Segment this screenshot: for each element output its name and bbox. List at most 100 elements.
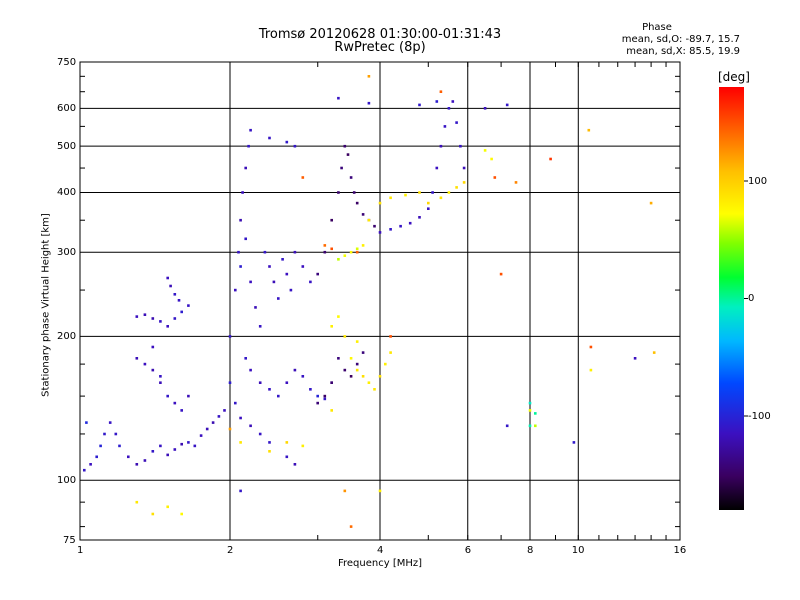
data-point: [85, 421, 88, 424]
data-point: [587, 128, 591, 132]
data-point: [514, 181, 518, 184]
data-point: [83, 468, 86, 472]
data-point: [293, 463, 297, 466]
data-point: [462, 181, 466, 184]
data-point: [447, 107, 451, 110]
data-point: [169, 284, 172, 288]
data-point: [427, 207, 430, 210]
x-tick-label: 16: [673, 544, 687, 556]
data-point: [159, 444, 162, 448]
data-point: [330, 381, 333, 384]
data-point: [355, 247, 359, 251]
data-point: [361, 375, 365, 378]
data-point: [349, 176, 353, 179]
data-point: [135, 315, 139, 318]
data-point: [268, 265, 271, 268]
data-point: [389, 228, 392, 231]
data-point: [151, 317, 155, 320]
data-point: [151, 450, 155, 453]
data-point: [135, 500, 139, 504]
data-point: [89, 463, 92, 466]
x-tick-label: 10: [571, 544, 585, 556]
data-point: [316, 272, 319, 276]
data-point: [289, 288, 293, 292]
data-point: [483, 149, 487, 152]
data-point: [254, 306, 257, 309]
data-point: [285, 272, 289, 276]
data-point: [378, 201, 382, 205]
x-tick-label: 6: [464, 544, 472, 556]
data-point: [483, 107, 487, 110]
data-point: [439, 196, 443, 200]
data-point: [193, 444, 197, 448]
data-point: [272, 280, 276, 284]
data-point: [187, 441, 190, 444]
y-tick-label: 75: [63, 534, 76, 546]
data-point: [159, 381, 162, 384]
data-point: [258, 432, 262, 436]
data-point: [301, 176, 305, 179]
data-point: [301, 375, 305, 378]
data-point: [244, 166, 247, 170]
data-point: [166, 453, 169, 457]
x-tick-label: 4: [377, 544, 384, 556]
data-point: [223, 409, 226, 412]
data-point: [285, 455, 289, 459]
data-point: [499, 272, 503, 276]
phase-stats-o: mean, sd,O: -89.7, 15.7: [621, 34, 740, 45]
data-point: [367, 101, 371, 105]
data-point: [135, 463, 139, 466]
data-point: [316, 401, 319, 405]
data-point: [346, 153, 350, 156]
data-point: [534, 412, 537, 415]
gridlines: [80, 62, 680, 540]
data-point: [316, 394, 319, 398]
data-point: [389, 335, 392, 338]
data-point: [367, 381, 371, 384]
data-point: [187, 304, 190, 307]
data-point: [330, 409, 333, 412]
data-point: [349, 357, 353, 360]
data-point: [228, 381, 232, 384]
data-point: [268, 450, 271, 453]
data-point: [99, 444, 102, 448]
data-point: [143, 313, 147, 316]
data-point: [95, 455, 98, 459]
data-point: [349, 525, 353, 528]
x-axis-label: Frequency [MHz]: [337, 558, 423, 569]
data-point: [293, 144, 297, 148]
x-tick-label: 8: [527, 544, 534, 556]
data-point: [337, 315, 340, 318]
data-point: [330, 325, 333, 328]
data-point: [447, 191, 451, 194]
data-point: [435, 100, 439, 103]
data-point: [135, 357, 139, 360]
data-point: [361, 351, 365, 354]
data-point: [228, 335, 232, 338]
data-point: [349, 375, 353, 378]
data-point: [408, 221, 412, 225]
data-point: [281, 258, 284, 261]
data-point: [323, 250, 327, 254]
data-point: [323, 244, 327, 247]
data-point: [249, 368, 252, 372]
data-point: [528, 424, 532, 428]
data-point: [234, 288, 237, 292]
data-point: [455, 186, 458, 189]
x-tick-label: 1: [77, 544, 84, 556]
data-point: [462, 166, 466, 170]
data-point: [268, 388, 271, 391]
data-point: [151, 345, 155, 349]
colorbar-ticks: [744, 180, 748, 417]
colorbar-tick-label: 0: [748, 293, 755, 304]
data-point: [549, 157, 552, 161]
y-tick-label: 100: [57, 474, 77, 486]
data-point: [389, 351, 392, 354]
data-point: [373, 388, 376, 391]
y-tick-label: 400: [57, 186, 77, 198]
data-point: [355, 340, 359, 343]
data-point: [443, 125, 447, 128]
data-point: [239, 218, 242, 222]
data-point: [180, 310, 183, 314]
y-tick-label: 200: [57, 330, 77, 342]
